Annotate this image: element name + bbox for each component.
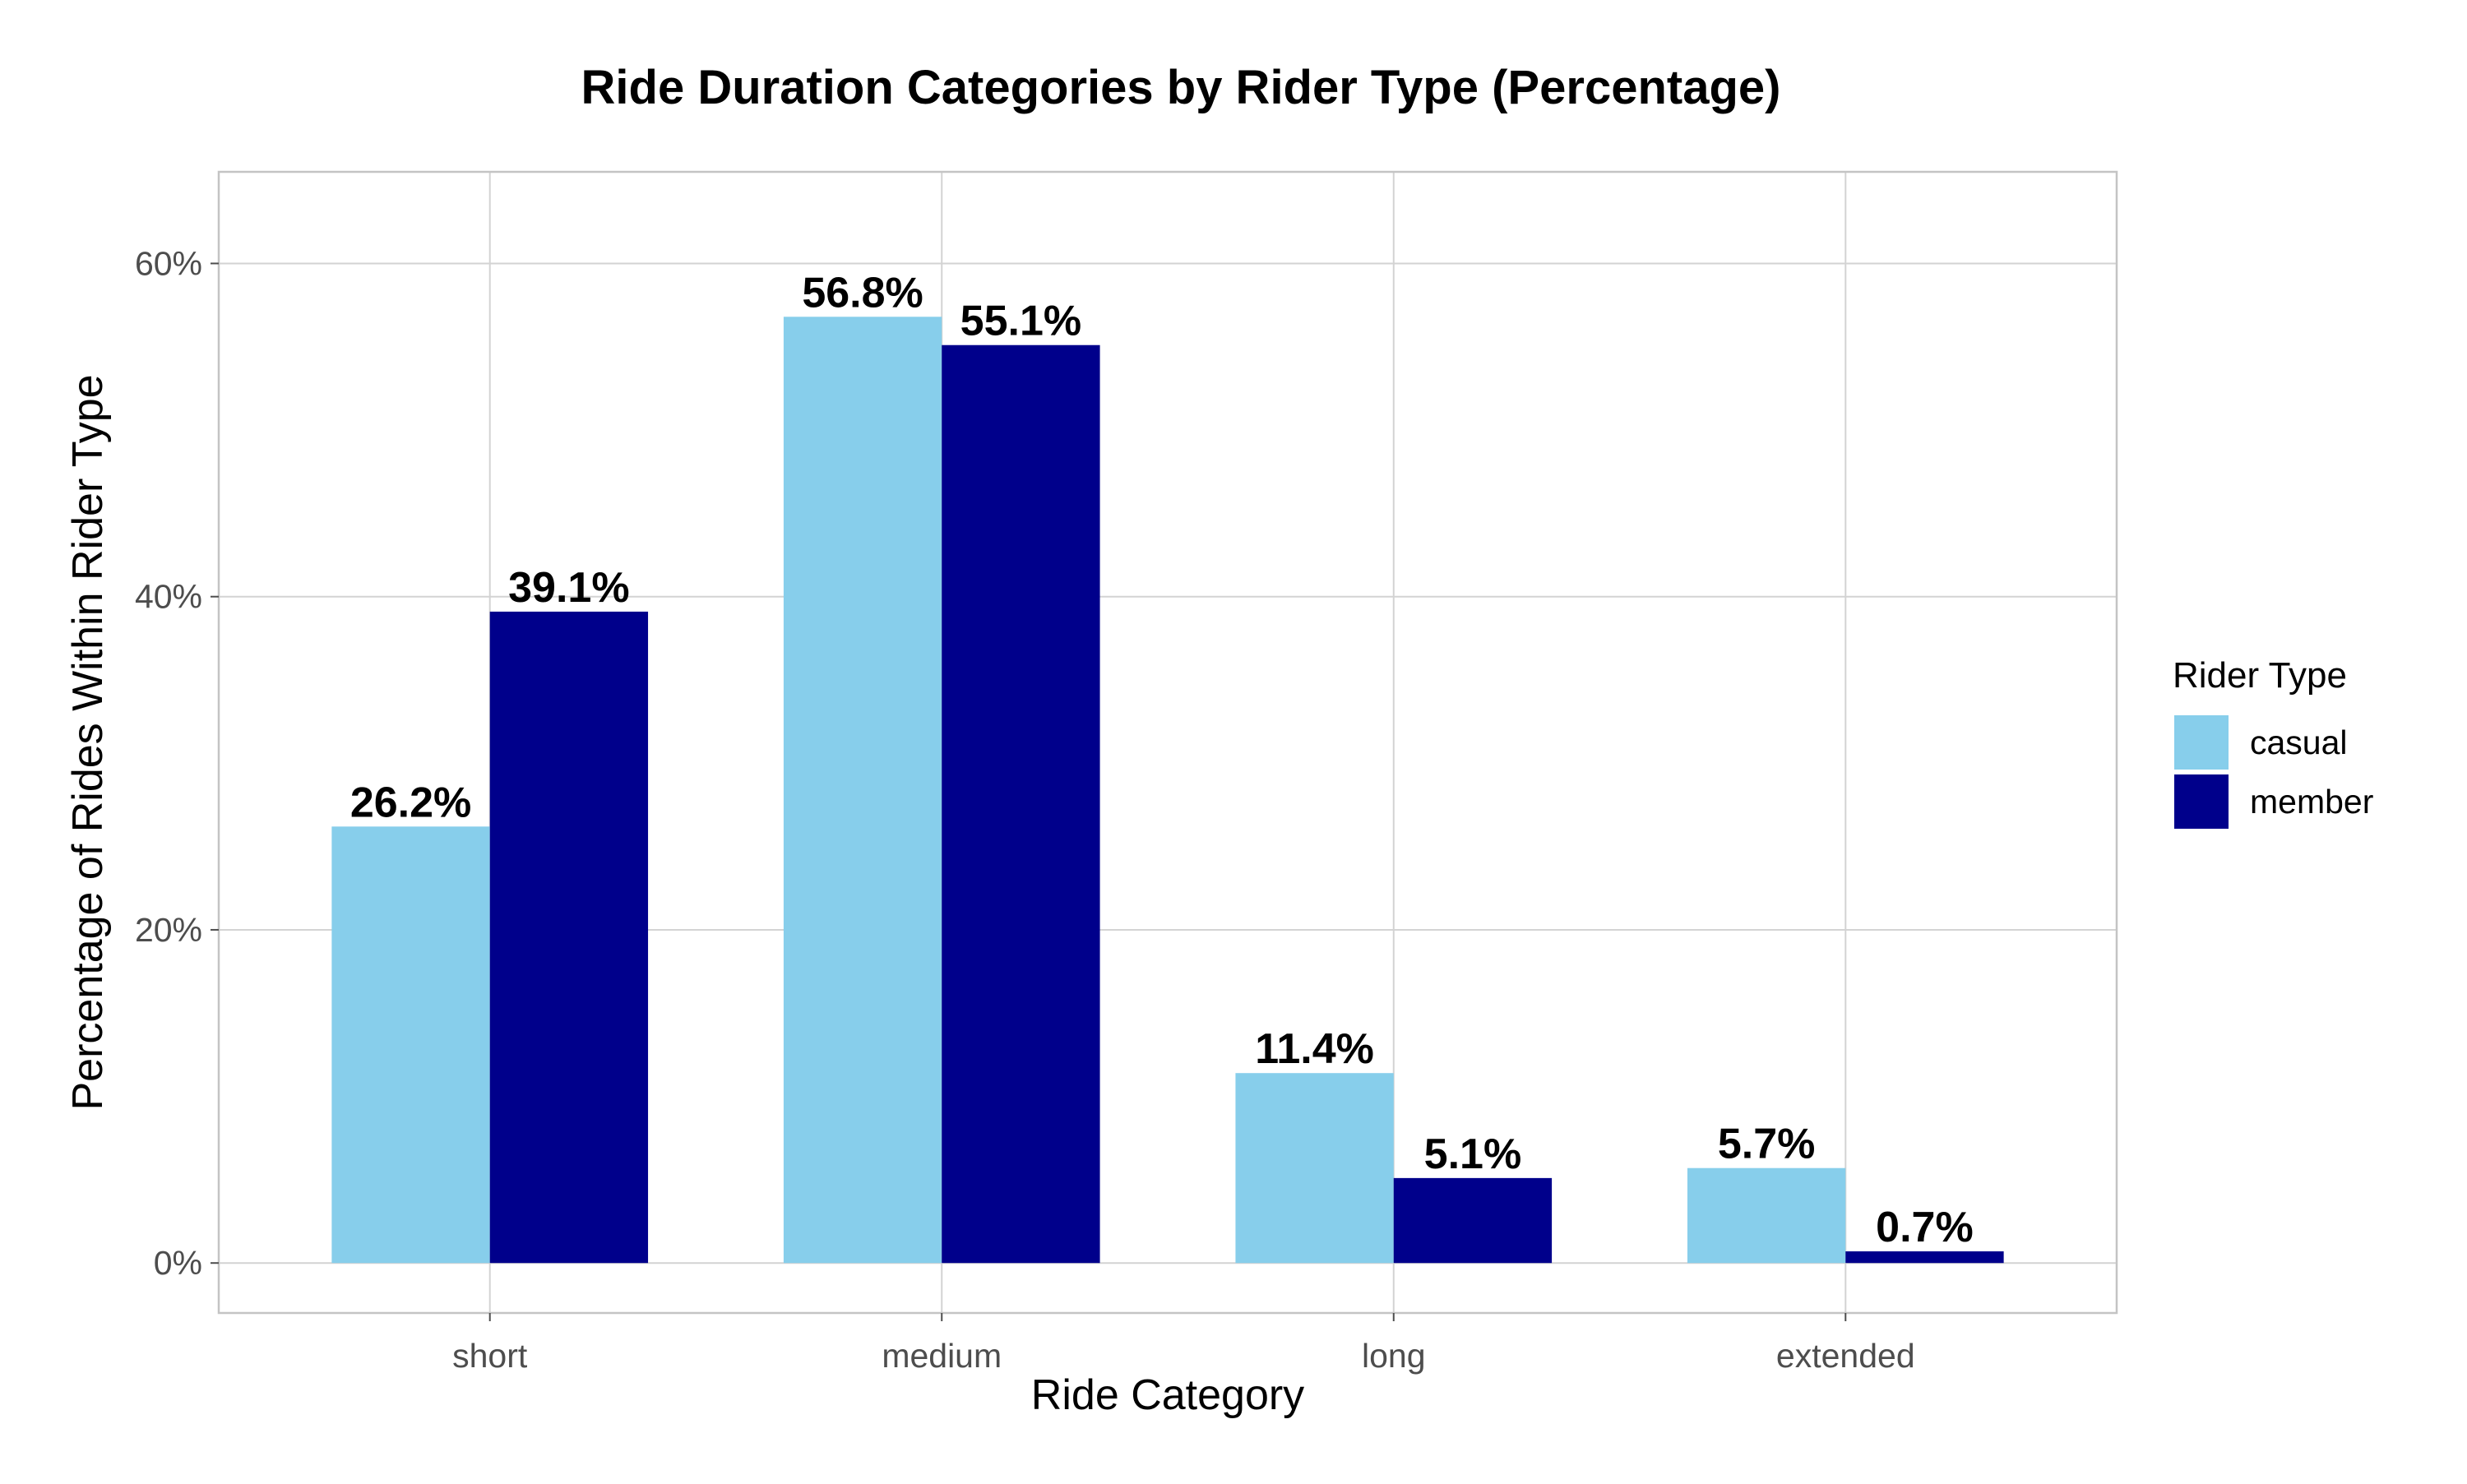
bar-casual-long bbox=[1235, 1073, 1394, 1264]
x-axis-title: Ride Category bbox=[1031, 1371, 1304, 1419]
bar-member-short bbox=[489, 611, 649, 1264]
y-axis-ticks: 0% 20% 40% 60% bbox=[135, 244, 219, 1282]
x-tick-label-medium: medium bbox=[882, 1337, 1002, 1375]
x-axis-ticks: short medium long extended bbox=[452, 1313, 1915, 1375]
chart-title: Ride Duration Categories by Rider Type (… bbox=[581, 61, 1781, 114]
plot-panel-border bbox=[217, 170, 2118, 1315]
data-label-casual-short: 26.2% bbox=[350, 779, 471, 826]
legend-swatch-member bbox=[2174, 774, 2229, 829]
legend: Rider Type casual member bbox=[2173, 655, 2373, 829]
bar-member-extended bbox=[1845, 1251, 2004, 1264]
data-label-casual-extended: 5.7% bbox=[1718, 1121, 1816, 1168]
bar-casual-short bbox=[331, 826, 490, 1264]
data-label-member-long: 5.1% bbox=[1424, 1130, 1522, 1178]
y-tick-label: 40% bbox=[135, 578, 202, 616]
x-tick-label-short: short bbox=[452, 1337, 528, 1375]
legend-items: casual member bbox=[2174, 715, 2373, 829]
y-axis-title: Percentage of Rides Within Rider Type bbox=[64, 374, 112, 1110]
data-label-member-medium: 55.1% bbox=[960, 298, 1081, 345]
y-tick-label: 60% bbox=[135, 244, 202, 282]
bar-member-long bbox=[1393, 1177, 1553, 1264]
data-label-casual-long: 11.4% bbox=[1255, 1025, 1374, 1073]
data-label-member-extended: 0.7% bbox=[1876, 1204, 1974, 1251]
x-tick-label-extended: extended bbox=[1776, 1337, 1915, 1375]
y-tick-label: 20% bbox=[135, 911, 202, 949]
legend-label-casual: casual bbox=[2250, 724, 2348, 761]
bar-casual-extended bbox=[1687, 1167, 1846, 1264]
legend-title: Rider Type bbox=[2173, 655, 2347, 696]
x-tick-label-long: long bbox=[1362, 1337, 1426, 1375]
data-label-member-short: 39.1% bbox=[508, 564, 629, 612]
bars bbox=[331, 317, 2004, 1264]
data-labels: 26.2% 56.8% 11.4% 5.7% 39.1% 55.1% 5.1% 0.7% bbox=[350, 269, 1974, 1251]
legend-swatch-casual bbox=[2174, 715, 2229, 770]
y-tick-label: 0% bbox=[154, 1244, 202, 1282]
bar-casual-medium bbox=[783, 317, 942, 1264]
legend-label-member: member bbox=[2250, 783, 2373, 821]
bar-member-medium bbox=[942, 344, 1100, 1264]
data-label-casual-medium: 56.8% bbox=[802, 269, 923, 317]
